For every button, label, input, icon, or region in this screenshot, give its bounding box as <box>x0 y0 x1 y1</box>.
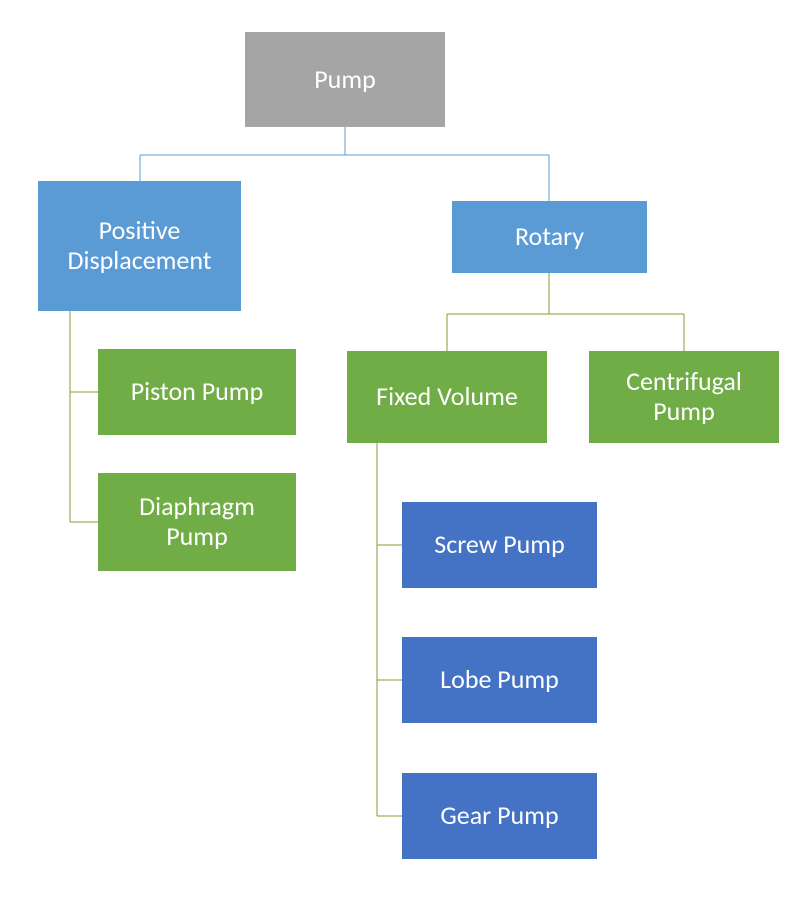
node-fixed-volume: Fixed Volume <box>347 351 547 443</box>
node-centrifugal: CentrifugalPump <box>589 351 779 443</box>
node-positive-displacement: PositiveDisplacement <box>38 181 241 311</box>
node-label: Pump <box>314 65 376 95</box>
node-gear: Gear Pump <box>402 773 597 859</box>
node-label: Piston Pump <box>131 377 264 407</box>
node-label: Lobe Pump <box>440 665 559 695</box>
node-label: PositiveDisplacement <box>68 216 212 276</box>
node-label: CentrifugalPump <box>626 367 742 427</box>
node-rotary: Rotary <box>452 201 647 273</box>
node-label: Fixed Volume <box>376 382 518 412</box>
node-screw: Screw Pump <box>402 502 597 588</box>
node-label: Gear Pump <box>440 801 558 831</box>
node-label: DiaphragmPump <box>139 492 255 552</box>
node-label: Rotary <box>515 222 584 252</box>
node-lobe: Lobe Pump <box>402 637 597 723</box>
node-piston: Piston Pump <box>98 349 296 435</box>
node-diaphragm: DiaphragmPump <box>98 473 296 571</box>
node-pump: Pump <box>245 32 445 127</box>
node-label: Screw Pump <box>434 530 564 560</box>
